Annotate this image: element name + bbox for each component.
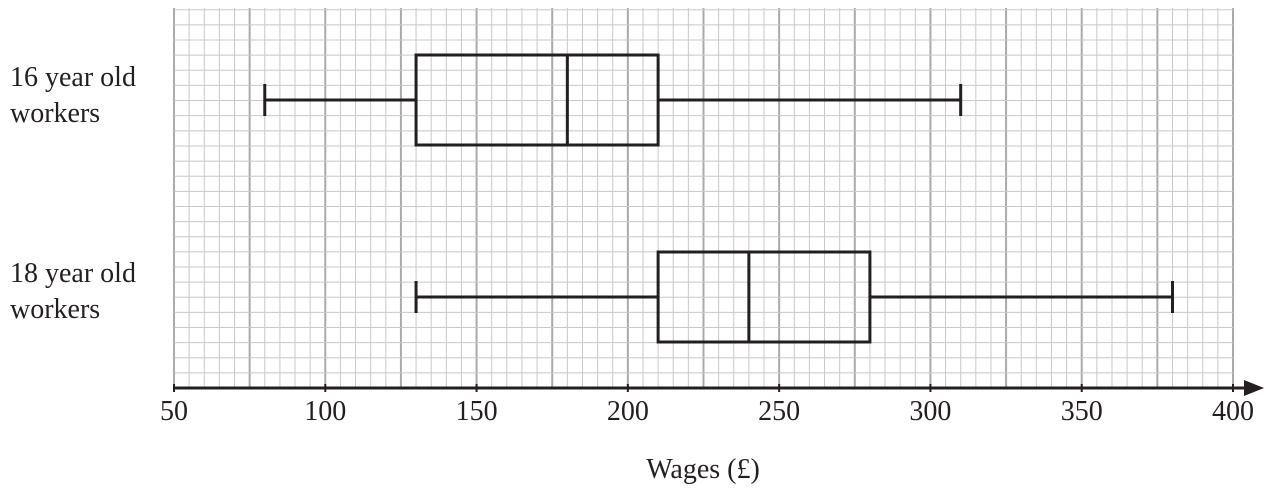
box <box>656 250 872 344</box>
x-tick-label: 300 <box>909 396 951 427</box>
x-tick-label: 50 <box>160 396 188 427</box>
x-tick-label: 350 <box>1061 396 1103 427</box>
x-tick-label: 150 <box>456 396 498 427</box>
category-label: 16 year old workers <box>10 62 136 129</box>
x-tick-label: 100 <box>304 396 346 427</box>
axis-arrow <box>1244 380 1264 396</box>
x-tick-label: 200 <box>607 396 649 427</box>
x-tick-label: 400 <box>1212 396 1254 427</box>
category-label: 18 year old workers <box>10 258 136 325</box>
box <box>414 53 660 147</box>
x-axis-label: Wages (£) <box>646 454 760 485</box>
x-tick-label: 250 <box>758 396 800 427</box>
